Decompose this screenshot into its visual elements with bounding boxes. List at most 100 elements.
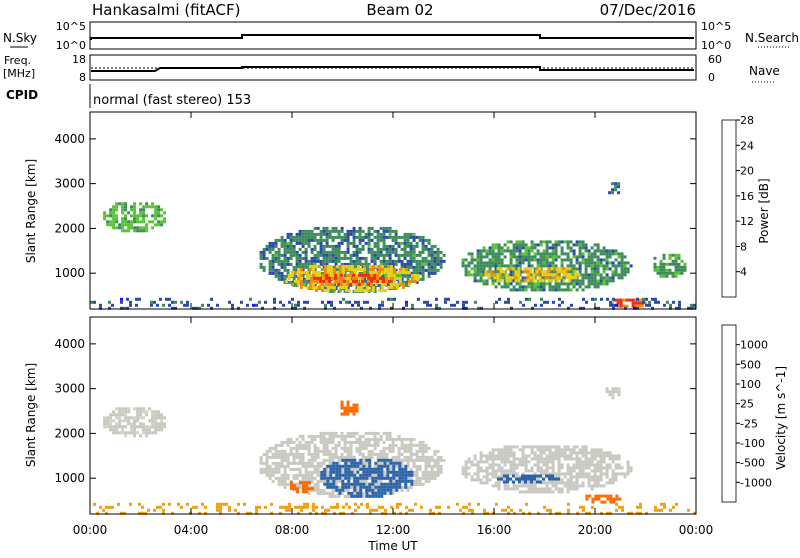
data-cell [289, 244, 293, 248]
data-cell [524, 249, 528, 253]
data-cell [409, 437, 413, 441]
data-cell [357, 300, 360, 304]
data-cell [491, 252, 495, 256]
data-cell [381, 511, 384, 515]
data-cell [542, 445, 546, 449]
data-cell [352, 259, 356, 263]
data-cell [271, 247, 275, 251]
data-cell [533, 258, 537, 262]
data-cell [346, 235, 350, 239]
data-cell [430, 253, 434, 257]
data-cell [154, 431, 158, 435]
data-cell [121, 217, 125, 221]
data-cell [485, 469, 489, 473]
data-cell [599, 448, 603, 452]
data-cell [295, 253, 299, 257]
data-cell [497, 261, 501, 265]
data-cell [500, 249, 504, 253]
data-cell [593, 276, 597, 280]
data-cell [362, 470, 366, 474]
data-cell [631, 298, 635, 302]
data-cell [554, 457, 558, 461]
data-cell [386, 473, 390, 477]
data-cell [596, 463, 600, 467]
data-cell [521, 472, 525, 476]
data-cell [521, 451, 525, 455]
data-cell [298, 241, 302, 245]
data-cell [290, 484, 293, 488]
data-cell [476, 267, 480, 271]
data-cell [118, 410, 122, 414]
data-cell [385, 461, 389, 465]
colorbar-tick-label: 500 [740, 358, 761, 371]
data-cell [337, 229, 341, 233]
data-cell [370, 443, 374, 447]
data-cell [380, 473, 384, 477]
data-cell [382, 253, 386, 257]
data-cell [340, 406, 344, 410]
data-cell [401, 271, 405, 274]
data-cell [364, 479, 368, 483]
data-cell [328, 458, 332, 462]
data-cell [295, 476, 299, 480]
data-cell [536, 469, 540, 473]
data-cell [388, 262, 392, 266]
data-cell [139, 214, 143, 218]
data-cell [360, 502, 363, 506]
data-cell [103, 416, 107, 420]
data-cell [109, 428, 113, 432]
data-cell [574, 273, 578, 277]
data-cell [398, 268, 402, 271]
data-cell [530, 243, 534, 247]
data-cell [370, 238, 374, 242]
data-cell [382, 232, 386, 236]
data-cell [563, 475, 567, 479]
data-cell [587, 273, 591, 277]
data-cell [343, 409, 347, 413]
data-cell [403, 283, 407, 287]
data-cell [280, 455, 284, 459]
data-cell [341, 488, 345, 492]
data-cell [590, 261, 594, 265]
data-cell [352, 229, 356, 233]
data-cell [482, 273, 486, 277]
data-cell [317, 274, 321, 277]
data-cell [554, 270, 558, 274]
data-cell [124, 410, 128, 414]
data-cell [268, 271, 272, 275]
data-cell [379, 247, 383, 251]
data-cell [157, 413, 161, 417]
data-cell [337, 479, 341, 483]
data-cell [542, 490, 546, 494]
data-cell [563, 481, 567, 485]
data-cell [302, 481, 305, 485]
data-cell [593, 478, 597, 482]
data-cell [324, 306, 327, 310]
data-cell [301, 265, 305, 269]
data-cell [551, 288, 555, 292]
x-tick-label: 00:00 [679, 523, 714, 537]
data-cell [398, 470, 402, 474]
data-cell [511, 267, 515, 271]
data-cell [608, 454, 612, 458]
data-cell [389, 458, 393, 462]
data-cell [341, 473, 345, 477]
data-cell [522, 511, 525, 515]
data-cell [311, 487, 314, 491]
data-cell [304, 235, 308, 239]
data-cell [569, 246, 573, 250]
data-cell [307, 440, 311, 444]
data-cell [409, 271, 413, 275]
data-cell [347, 265, 351, 268]
data-cell [554, 279, 558, 283]
data-cell [420, 505, 423, 509]
data-cell [337, 443, 341, 447]
data-cell [574, 270, 578, 274]
time-axis-label: Time UT [367, 539, 418, 553]
time-axis: 00:00 04:00 08:00 12:00 16:00 20:00 00:00 [73, 112, 714, 537]
data-cell [277, 274, 281, 278]
data-cell [286, 250, 290, 254]
data-cell [325, 470, 329, 474]
data-cell [605, 390, 609, 394]
